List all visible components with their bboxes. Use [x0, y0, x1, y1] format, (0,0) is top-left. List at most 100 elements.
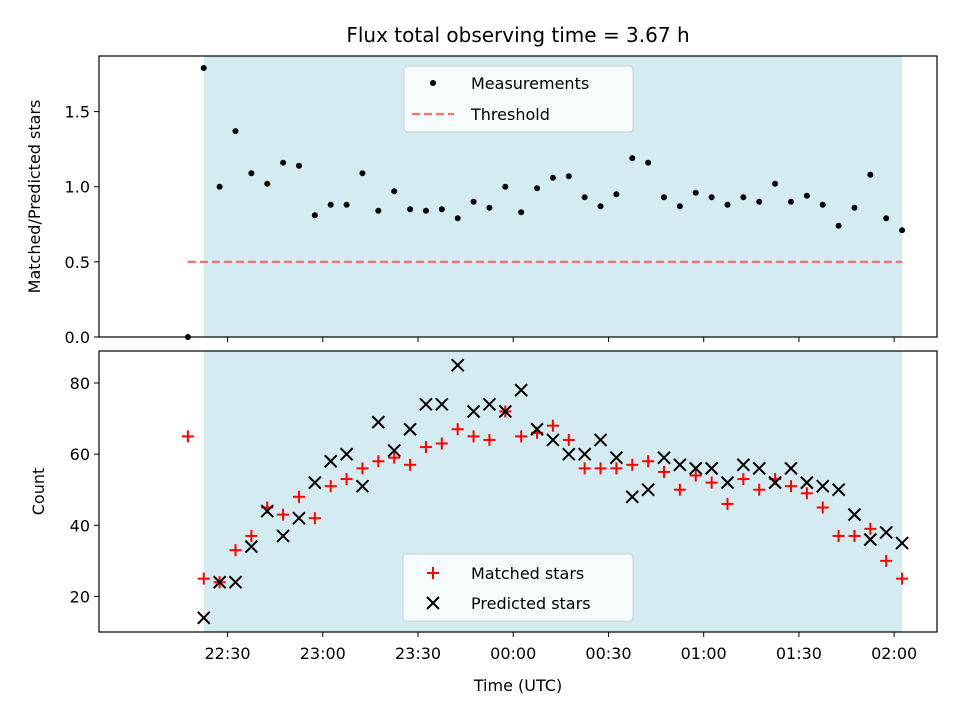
- measurement-point: [502, 183, 509, 190]
- predicted-star-marker: [863, 532, 878, 547]
- predicted-star-marker: [784, 461, 798, 476]
- matched-star-marker: [658, 465, 671, 478]
- lower-panel: 20 40 60 80 22:30 23:00 23:30 00:00 00:30 01:00 0…: [29, 350, 938, 695]
- measurement-point: [787, 198, 794, 205]
- measurement-point: [391, 188, 398, 195]
- predicted-star-marker: [625, 490, 639, 504]
- legend-measurements-label: Measurements: [471, 74, 589, 93]
- matched-star-marker: [784, 480, 797, 493]
- measurement-point: [676, 203, 683, 210]
- matched-star-marker: [721, 497, 734, 510]
- predicted-star-marker: [879, 525, 893, 540]
- predicted-star-marker: [403, 422, 417, 436]
- measurement-point: [216, 183, 223, 190]
- y-tick-label: 80: [70, 374, 90, 393]
- x-tick-label: 01:30: [776, 644, 822, 663]
- legend-matched-marker: [427, 567, 439, 579]
- predicted-star-marker: [514, 383, 528, 397]
- measurement-point: [565, 173, 572, 180]
- measurement-point: [327, 201, 334, 208]
- y-tick-label: 40: [70, 516, 90, 535]
- measurement-point: [486, 204, 493, 211]
- measurement-point: [454, 215, 461, 222]
- matched-star-marker: [546, 419, 559, 432]
- predicted-star-marker: [704, 461, 719, 476]
- predicted-star-marker: [768, 475, 782, 490]
- lower-y-axis-label: Count: [29, 468, 48, 516]
- measurement-point: [200, 65, 207, 72]
- matched-star-marker: [292, 490, 305, 503]
- measurement-point: [295, 162, 302, 169]
- predicted-star-marker: [689, 461, 703, 476]
- matched-star-marker: [515, 430, 528, 443]
- predicted-star-marker: [212, 575, 227, 589]
- upper-x-ticks: [227, 337, 895, 342]
- predicted-star-marker: [800, 475, 814, 490]
- matched-star-marker: [245, 529, 258, 542]
- y-tick-label: 0.0: [65, 328, 90, 347]
- x-tick-label: 02:00: [871, 644, 917, 663]
- lower-panel-frame: [98, 350, 938, 633]
- predicted-star-marker: [324, 454, 338, 468]
- measurement-point: [724, 201, 731, 208]
- upper-legend: Measurements Threshold: [403, 65, 634, 133]
- matched-star-marker: [610, 462, 623, 475]
- x-axis-label: Time (UTC): [473, 676, 562, 695]
- matched-star-markers: [181, 405, 909, 589]
- matched-star-marker: [483, 433, 496, 446]
- predicted-star-marker: [387, 443, 401, 458]
- upper-panel: 0.0 0.5 1.0 1.5 Matched/Predicted stars Mea…: [25, 55, 938, 347]
- lower-legend: Matched stars Predicted stars: [402, 553, 634, 622]
- matched-star-marker: [594, 462, 607, 475]
- matched-star-marker: [673, 483, 686, 496]
- matched-star-marker: [324, 480, 337, 493]
- legend-threshold-label: Threshold: [470, 105, 550, 124]
- predicted-star-marker: [895, 536, 909, 550]
- measurement-points: [184, 65, 906, 340]
- measurement-point: [264, 180, 271, 187]
- matched-star-marker: [419, 441, 432, 454]
- matched-star-marker: [626, 458, 639, 471]
- measurement-point: [899, 227, 906, 234]
- measurement-point: [232, 128, 239, 135]
- predicted-star-marker: [847, 507, 862, 522]
- predicted-star-marker: [466, 404, 481, 419]
- matched-star-marker: [848, 529, 861, 542]
- legend-matched-label: Matched stars: [471, 564, 584, 583]
- predicted-star-marker: [498, 404, 513, 419]
- measurement-point: [375, 207, 382, 214]
- measurement-point: [407, 206, 414, 213]
- matched-star-marker: [372, 455, 385, 468]
- predicted-star-marker: [419, 397, 433, 412]
- matched-star-marker: [562, 433, 575, 446]
- predicted-star-marker: [736, 458, 751, 472]
- upper-panel-frame: [98, 55, 938, 338]
- matched-star-marker: [181, 430, 194, 443]
- predicted-star-marker: [228, 575, 243, 589]
- upper-legend-box: [403, 65, 634, 133]
- x-tick-label: 01:00: [681, 644, 727, 663]
- matched-star-marker: [578, 462, 591, 475]
- matched-star-marker: [800, 487, 813, 500]
- predicted-star-marker: [276, 529, 290, 543]
- matched-star-marker: [737, 473, 750, 486]
- predicted-star-marker: [371, 415, 386, 429]
- x-tick-label: 22:30: [205, 644, 251, 663]
- predicted-star-marker: [609, 451, 624, 465]
- measurement-point: [549, 174, 556, 181]
- matched-star-marker: [880, 554, 893, 567]
- predicted-star-marker: [260, 504, 274, 518]
- measurement-point: [438, 206, 445, 213]
- measurement-point: [756, 198, 763, 205]
- measurement-point: [581, 194, 588, 201]
- lower-legend-box: [402, 553, 634, 622]
- x-tick-label: 00:30: [585, 644, 631, 663]
- x-tick-label: 23:00: [300, 644, 346, 663]
- measurement-point: [883, 215, 890, 222]
- x-tick-label: 23:30: [395, 644, 441, 663]
- predicted-star-marker: [244, 539, 259, 554]
- predicted-star-marker: [657, 451, 671, 465]
- measurement-point: [597, 203, 604, 210]
- measurement-point: [343, 201, 350, 208]
